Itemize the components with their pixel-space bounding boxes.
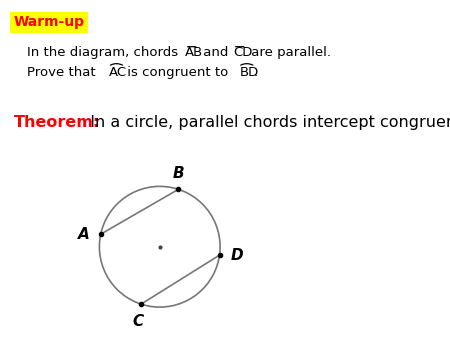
Text: A: A — [78, 227, 90, 242]
Text: B: B — [173, 166, 184, 180]
Text: In a circle, parallel chords intercept congruent arcs.: In a circle, parallel chords intercept c… — [80, 115, 450, 130]
Text: AB: AB — [185, 46, 203, 58]
Text: BD: BD — [240, 66, 259, 79]
Text: AC: AC — [109, 66, 127, 79]
Text: Prove that: Prove that — [27, 66, 104, 79]
Text: In the diagram, chords: In the diagram, chords — [27, 46, 182, 58]
Text: is congruent to: is congruent to — [123, 66, 233, 79]
Text: are parallel.: are parallel. — [247, 46, 331, 58]
Text: D: D — [230, 248, 243, 263]
Text: Warm-up: Warm-up — [14, 15, 85, 29]
Text: .: . — [253, 66, 257, 79]
Text: C: C — [132, 314, 144, 329]
Text: CD: CD — [233, 46, 252, 58]
Text: and: and — [198, 46, 232, 58]
Text: Theorem:: Theorem: — [14, 115, 100, 130]
